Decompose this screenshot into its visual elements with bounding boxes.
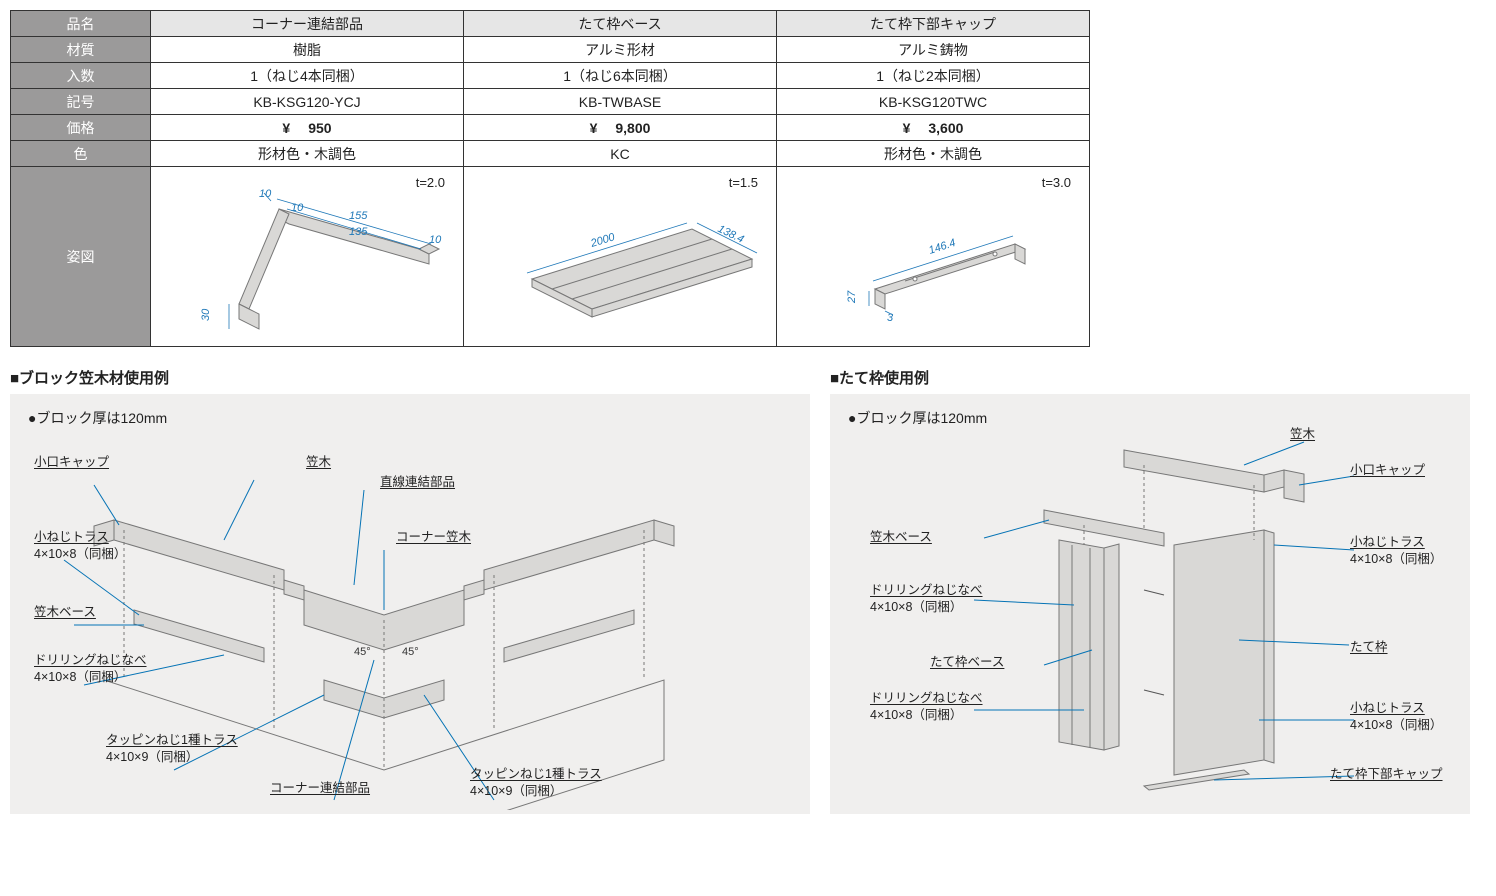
callout-koneji-truss: 小ねじトラス 4×10×8（同梱）: [34, 529, 126, 563]
left-section: ■ブロック笠木材使用例 ●ブロック厚は120mm: [10, 367, 810, 814]
left-bullet: ●ブロック厚は120mm: [28, 408, 792, 428]
r-callout-drilling1: ドリリングねじなべ 4×10×8（同梱）: [870, 582, 983, 616]
rowhead-color: 色: [11, 141, 151, 167]
rowhead-name: 品名: [11, 11, 151, 37]
svg-text:10: 10: [429, 234, 442, 246]
rowhead-price: 価格: [11, 115, 151, 141]
product-2-name: たて枠下部キャップ: [777, 11, 1090, 37]
rowhead-code: 記号: [11, 89, 151, 115]
product-0-price: ¥950: [151, 115, 464, 141]
right-section-title: ■たて枠使用例: [830, 367, 1470, 388]
right-bullet: ●ブロック厚は120mm: [848, 408, 1452, 428]
svg-text:135: 135: [349, 226, 368, 238]
svg-text:27: 27: [846, 290, 858, 304]
svg-text:10: 10: [259, 188, 272, 200]
svg-text:45°: 45°: [402, 646, 419, 658]
left-section-title: ■ブロック笠木材使用例: [10, 367, 810, 388]
callout-corner-kasagi: コーナー笠木: [396, 529, 471, 546]
product-0-t: t=2.0: [416, 175, 445, 190]
product-0-diagram: 10 10 155 135 10 30: [159, 169, 469, 344]
product-2-code: KB-KSG120TWC: [777, 89, 1090, 115]
product-1-qty: 1（ねじ6本同梱）: [464, 63, 777, 89]
r-callout-koneji2: 小ねじトラス 4×10×8（同梱）: [1350, 700, 1442, 734]
product-0-qty: 1（ねじ4本同梱）: [151, 63, 464, 89]
product-1-code: KB-TWBASE: [464, 89, 777, 115]
r-callout-koguchi: 小口キャップ: [1350, 462, 1425, 479]
callout-tappin-r: タッピンねじ1種トラス 4×10×9（同梱）: [470, 766, 602, 800]
product-1-figure-cell: t=1.5 2000 138.4: [464, 167, 777, 347]
product-0-figure-cell: t=2.0: [151, 167, 464, 347]
svg-text:30: 30: [200, 308, 212, 321]
r-callout-tatewaku-cap: たて枠下部キャップ: [1330, 766, 1443, 783]
product-1-material: アルミ形材: [464, 37, 777, 63]
left-panel: ●ブロック厚は120mm: [10, 394, 810, 814]
right-section: ■たて枠使用例 ●ブロック厚は120mm: [830, 367, 1470, 814]
product-2-color: 形材色・木調色: [777, 141, 1090, 167]
svg-text:138.4: 138.4: [716, 223, 746, 246]
callout-kasagi-base: 笠木ベース: [34, 604, 96, 621]
r-callout-koneji1: 小ねじトラス 4×10×8（同梱）: [1350, 534, 1442, 568]
product-1-diagram: 2000 138.4: [472, 169, 782, 344]
svg-text:146.4: 146.4: [927, 237, 957, 257]
product-2-price: ¥3,600: [777, 115, 1090, 141]
product-0-code: KB-KSG120-YCJ: [151, 89, 464, 115]
callout-drilling: ドリリングねじなべ 4×10×8（同梱）: [34, 652, 147, 686]
product-1-t: t=1.5: [729, 175, 758, 190]
r-callout-tatewaku: たて枠: [1350, 639, 1388, 656]
product-0-name: コーナー連結部品: [151, 11, 464, 37]
r-callout-kasagi: 笠木: [1290, 426, 1315, 443]
rowhead-qty: 入数: [11, 63, 151, 89]
callout-kasagi: 笠木: [306, 454, 331, 471]
right-diagram: [844, 430, 1454, 810]
callout-corner-renketsu: コーナー連結部品: [270, 780, 370, 797]
rowhead-material: 材質: [11, 37, 151, 63]
product-2-diagram: 146.4 3 27: [785, 169, 1095, 344]
product-1-color: KC: [464, 141, 777, 167]
product-2-t: t=3.0: [1042, 175, 1071, 190]
r-callout-drilling2: ドリリングねじなべ 4×10×8（同梱）: [870, 690, 983, 724]
product-0-material: 樹脂: [151, 37, 464, 63]
callout-koguchi-cap: 小口キャップ: [34, 454, 109, 471]
product-0-color: 形材色・木調色: [151, 141, 464, 167]
rowhead-figure: 姿図: [11, 167, 151, 347]
svg-text:155: 155: [349, 210, 368, 222]
spec-table: 品名 コーナー連結部品 たて枠ベース たて枠下部キャップ 材質 樹脂 アルミ形材…: [10, 10, 1090, 347]
right-panel: ●ブロック厚は120mm: [830, 394, 1470, 814]
svg-text:2000: 2000: [588, 231, 617, 250]
product-1-price: ¥9,800: [464, 115, 777, 141]
callout-chokusen: 直線連結部品: [380, 474, 455, 491]
r-callout-tatewaku-base: たて枠ベース: [930, 654, 1004, 671]
product-2-qty: 1（ねじ2本同梱）: [777, 63, 1090, 89]
product-2-figure-cell: t=3.0 146.4: [777, 167, 1090, 347]
svg-text:10: 10: [291, 202, 304, 214]
svg-text:45°: 45°: [354, 646, 371, 658]
callout-tappin-l: タッピンねじ1種トラス 4×10×9（同梱）: [106, 732, 238, 766]
product-1-name: たて枠ベース: [464, 11, 777, 37]
svg-text:3: 3: [887, 312, 894, 324]
product-2-material: アルミ鋳物: [777, 37, 1090, 63]
r-callout-kasagi-base: 笠木ベース: [870, 529, 932, 546]
